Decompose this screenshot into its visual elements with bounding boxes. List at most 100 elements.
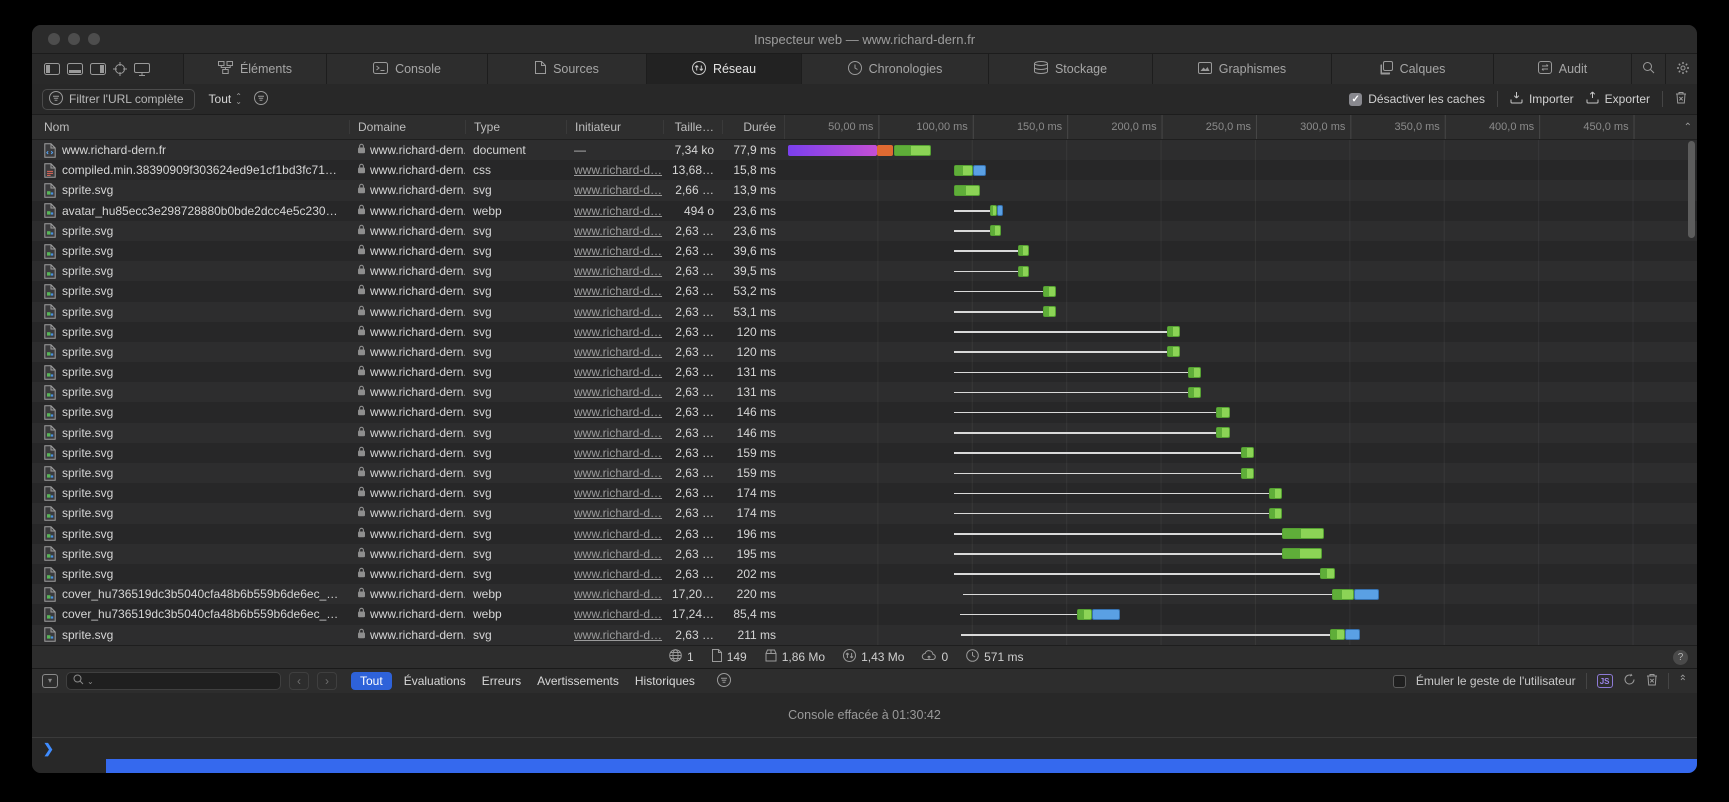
table-row[interactable]: sprite.svg www.richard-dern.fr svg www.r…	[32, 503, 1697, 523]
console-prompt-row[interactable]: ❯	[32, 738, 1697, 759]
table-row[interactable]: sprite.svg www.richard-dern.fr svg www.r…	[32, 180, 1697, 200]
table-row[interactable]: cover_hu736519dc3b5040cfa48b6b559b6de6ec…	[32, 604, 1697, 624]
initiator-link[interactable]: www.richard-d…	[574, 244, 662, 258]
search-button[interactable]	[1632, 54, 1666, 84]
device-settings-icon[interactable]	[134, 63, 150, 76]
vertical-scrollbar[interactable]	[1688, 141, 1695, 238]
help-button[interactable]: ?	[1673, 650, 1688, 665]
dock-bottom-icon[interactable]	[67, 63, 83, 75]
console-filter-item[interactable]: Évaluations	[400, 672, 470, 690]
table-row[interactable]: sprite.svg www.richard-dern.fr svg www.r…	[32, 302, 1697, 322]
next-result-button[interactable]: ›	[317, 672, 337, 690]
scope-dropdown[interactable]: Tout ⌃⌄	[209, 92, 242, 106]
table-row[interactable]: sprite.svg www.richard-dern.fr svg www.r…	[32, 221, 1697, 241]
initiator-link[interactable]: www.richard-d…	[574, 385, 662, 399]
table-row[interactable]: sprite.svg www.richard-dern.fr svg www.r…	[32, 382, 1697, 402]
table-row[interactable]: sprite.svg www.richard-dern.fr svg www.r…	[32, 524, 1697, 544]
table-row[interactable]: cover_hu736519dc3b5040cfa48b6b559b6de6ec…	[32, 584, 1697, 604]
close-window-button[interactable]	[48, 33, 60, 45]
initiator-link[interactable]: www.richard-d…	[574, 486, 662, 500]
table-row[interactable]: sprite.svg www.richard-dern.fr svg www.r…	[32, 342, 1697, 362]
initiator-link[interactable]: www.richard-d…	[574, 527, 662, 541]
initiator-link[interactable]: www.richard-d…	[574, 325, 662, 339]
tab-timelines[interactable]: Chronologies	[802, 54, 989, 84]
initiator-link[interactable]: www.richard-d…	[574, 628, 662, 642]
initiator-link[interactable]: www.richard-d…	[574, 547, 662, 561]
initiator-link[interactable]: www.richard-d…	[574, 405, 662, 419]
javascript-context-icon[interactable]: JS	[1597, 674, 1613, 688]
initiator-link[interactable]: www.richard-d…	[574, 567, 662, 581]
column-header-name[interactable]: Nom	[32, 120, 349, 134]
initiator-link[interactable]: www.richard-d…	[574, 365, 662, 379]
import-button[interactable]: Importer	[1510, 91, 1574, 107]
table-row[interactable]: sprite.svg www.richard-dern.fr svg www.r…	[32, 322, 1697, 342]
table-row[interactable]: www.richard-dern.fr www.richard-dern.fr …	[32, 140, 1697, 160]
console-search-input[interactable]: ⌄	[66, 672, 281, 690]
initiator-link[interactable]: www.richard-d…	[574, 224, 662, 238]
url-filter-field[interactable]: Filtrer l'URL complète	[42, 89, 195, 110]
clear-network-items-icon[interactable]	[1675, 91, 1687, 107]
tab-sources[interactable]: Sources	[488, 54, 647, 84]
table-row[interactable]: avatar_hu85ecc3e298728880b0bde2dcc4e5c23…	[32, 201, 1697, 221]
zoom-window-button[interactable]	[88, 33, 100, 45]
table-row[interactable]: sprite.svg www.richard-dern.fr svg www.r…	[32, 281, 1697, 301]
initiator-link[interactable]: www.richard-d…	[574, 305, 662, 319]
tab-audit[interactable]: Audit	[1494, 54, 1632, 84]
column-header-domain[interactable]: Domaine	[349, 120, 465, 134]
table-row[interactable]: sprite.svg www.richard-dern.fr svg www.r…	[32, 564, 1697, 584]
table-row[interactable]: sprite.svg www.richard-dern.fr svg www.r…	[32, 261, 1697, 281]
console-filter-active[interactable]: Tout	[351, 672, 392, 690]
reload-icon[interactable]	[1623, 673, 1636, 689]
console-filter-item[interactable]: Historiques	[631, 672, 699, 690]
tab-network[interactable]: Réseau	[647, 54, 802, 84]
console-drawer-icon[interactable]: ▾	[42, 674, 58, 688]
initiator-link[interactable]: www.richard-d…	[574, 506, 662, 520]
expand-console-icon[interactable]: ⌃⌃	[1679, 676, 1687, 686]
initiator-link[interactable]: www.richard-d…	[574, 466, 662, 480]
table-row[interactable]: sprite.svg www.richard-dern.fr svg www.r…	[32, 423, 1697, 443]
initiator-link[interactable]: www.richard-d…	[574, 345, 662, 359]
initiator-link[interactable]: www.richard-d…	[574, 183, 662, 197]
minimize-window-button[interactable]	[68, 33, 80, 45]
console-filter-options-icon[interactable]	[717, 673, 731, 690]
filter-options-icon[interactable]	[254, 91, 268, 108]
column-header-size[interactable]: Taille…	[663, 120, 722, 134]
previous-result-button[interactable]: ‹	[289, 672, 309, 690]
initiator-link[interactable]: www.richard-d…	[574, 204, 662, 218]
dock-right-icon[interactable]	[90, 63, 106, 75]
settings-button[interactable]	[1666, 54, 1698, 84]
table-row[interactable]: sprite.svg www.richard-dern.fr svg www.r…	[32, 443, 1697, 463]
table-row[interactable]: sprite.svg www.richard-dern.fr svg www.r…	[32, 402, 1697, 422]
table-row[interactable]: sprite.svg www.richard-dern.fr svg www.r…	[32, 625, 1697, 645]
emulate-user-gesture-checkbox[interactable]	[1393, 675, 1406, 688]
console-filter-item[interactable]: Avertissements	[533, 672, 623, 690]
column-header-initiator[interactable]: Initiateur	[566, 120, 663, 134]
tab-elements[interactable]: Éléments	[184, 54, 327, 84]
console-input-selection[interactable]	[106, 759, 1697, 774]
table-row[interactable]: sprite.svg www.richard-dern.fr svg www.r…	[32, 544, 1697, 564]
column-header-duration[interactable]: Durée	[722, 120, 784, 134]
tab-layers[interactable]: Calques	[1332, 54, 1494, 84]
column-header-type[interactable]: Type	[465, 120, 566, 134]
initiator-link[interactable]: www.richard-d…	[574, 587, 662, 601]
clear-console-icon[interactable]	[1646, 673, 1658, 689]
initiator-link[interactable]: www.richard-d…	[574, 426, 662, 440]
export-button[interactable]: Exporter	[1586, 91, 1650, 107]
dock-side-icon[interactable]	[44, 63, 60, 75]
initiator-link[interactable]: www.richard-d…	[574, 284, 662, 298]
table-row[interactable]: sprite.svg www.richard-dern.fr svg www.r…	[32, 483, 1697, 503]
tab-storage[interactable]: Stockage	[989, 54, 1153, 84]
console-filter-item[interactable]: Erreurs	[478, 672, 525, 690]
initiator-link[interactable]: www.richard-d…	[574, 607, 662, 621]
initiator-link[interactable]: www.richard-d…	[574, 446, 662, 460]
initiator-link[interactable]: www.richard-d…	[574, 264, 662, 278]
table-row[interactable]: sprite.svg www.richard-dern.fr svg www.r…	[32, 463, 1697, 483]
scroll-top-icon[interactable]: ⌃	[1684, 122, 1692, 133]
table-row[interactable]: sprite.svg www.richard-dern.fr svg www.r…	[32, 362, 1697, 382]
initiator-link[interactable]: www.richard-d…	[574, 163, 662, 177]
tab-graphics[interactable]: Graphismes	[1153, 54, 1332, 84]
table-row[interactable]: sprite.svg www.richard-dern.fr svg www.r…	[32, 241, 1697, 261]
table-row[interactable]: compiled.min.38390909f303624ed9e1cf1bd3f…	[32, 160, 1697, 180]
tab-console[interactable]: Console	[327, 54, 488, 84]
inspect-element-icon[interactable]	[113, 62, 127, 76]
